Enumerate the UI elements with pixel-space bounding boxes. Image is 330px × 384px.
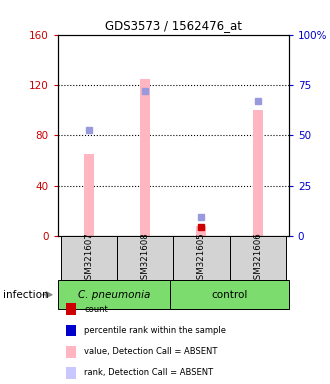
Text: C. pneumonia: C. pneumonia <box>78 290 150 300</box>
Title: GDS3573 / 1562476_at: GDS3573 / 1562476_at <box>105 19 242 32</box>
Bar <box>117 236 173 280</box>
Text: value, Detection Call = ABSENT: value, Detection Call = ABSENT <box>84 347 217 356</box>
Bar <box>61 236 117 280</box>
Text: count: count <box>84 305 108 314</box>
Text: GSM321608: GSM321608 <box>141 232 149 285</box>
Bar <box>196 226 207 236</box>
Bar <box>140 79 150 236</box>
Bar <box>173 236 230 280</box>
Text: GSM321607: GSM321607 <box>84 232 93 285</box>
Bar <box>84 154 94 236</box>
Bar <box>66 367 76 379</box>
Bar <box>66 324 76 336</box>
Text: percentile rank within the sample: percentile rank within the sample <box>84 326 226 335</box>
Text: rank, Detection Call = ABSENT: rank, Detection Call = ABSENT <box>84 368 213 377</box>
Bar <box>66 346 76 358</box>
Text: control: control <box>212 290 248 300</box>
Bar <box>58 280 170 309</box>
Text: infection: infection <box>3 290 49 300</box>
Bar <box>230 236 286 280</box>
Text: GSM321606: GSM321606 <box>253 232 262 285</box>
Bar <box>170 280 289 309</box>
Bar <box>66 303 76 315</box>
Text: GSM321605: GSM321605 <box>197 232 206 285</box>
Bar <box>253 110 263 236</box>
